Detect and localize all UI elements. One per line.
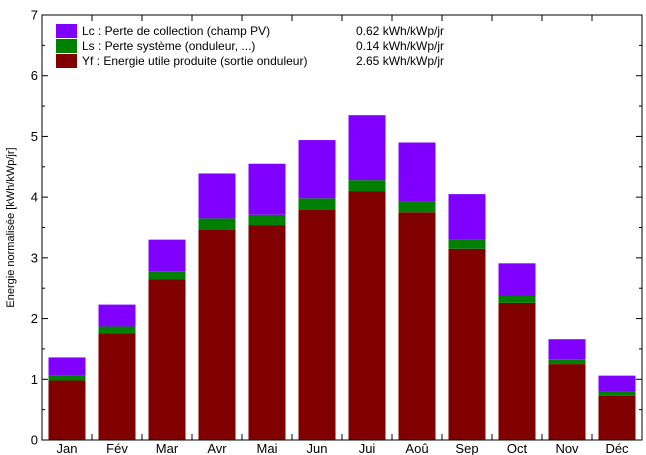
bar-Jun-series-2 [298, 140, 336, 199]
bar-Nov-series-1 [548, 359, 586, 365]
x-tick-label-Mar: Mar [156, 441, 179, 455]
legend-label-2: Yf : Energie utile produite (sortie ondu… [82, 54, 307, 68]
y-axis-title: Energie normalisée [kWh/kWp/jr] [5, 147, 17, 307]
bar-Avr-series-2 [198, 173, 236, 219]
bar-Oct-series-2 [498, 263, 536, 296]
bar-Sep-series-1 [448, 239, 486, 249]
bar-Oct-series-0 [498, 302, 536, 440]
bar-Mai-series-0 [248, 225, 286, 440]
legend-swatch-2 [56, 54, 77, 68]
bar-Jan-series-1 [48, 375, 86, 381]
bar-Oct-series-1 [498, 295, 536, 303]
x-tick-label-Mai: Mai [257, 441, 278, 455]
bar-Jun-series-0 [298, 209, 336, 440]
legend-swatch-0 [56, 24, 77, 38]
bar-Jun-series-1 [298, 198, 336, 210]
bar-Nov-series-0 [548, 364, 586, 440]
legend-value-0: 0.62 kWh/kWp/jr [356, 24, 444, 38]
bars-group [48, 115, 636, 440]
bar-Mai-series-2 [248, 163, 286, 215]
bar-Nov-series-2 [548, 339, 586, 360]
bar-Jan-series-0 [48, 380, 86, 440]
bar-Sep-series-0 [448, 248, 486, 440]
bar-Sep-series-2 [448, 194, 486, 240]
bar-Déc-series-2 [598, 375, 636, 392]
x-tick-label-Sep: Sep [455, 441, 478, 455]
bar-Jui-series-0 [348, 191, 386, 440]
bar-Fév-series-0 [98, 333, 136, 440]
x-tick-label-Jan: Jan [57, 441, 78, 455]
x-tick-label-Aoû: Aoû [405, 441, 428, 455]
x-tick-label-Jui: Jui [359, 441, 376, 455]
bar-Mar-series-1 [148, 271, 186, 280]
x-tick-label-Déc: Déc [605, 441, 629, 455]
x-tick-label-Avr: Avr [207, 441, 227, 455]
y-tick-label: 6 [31, 68, 38, 83]
y-tick-label: 3 [31, 250, 38, 265]
bar-Mar-series-0 [148, 279, 186, 440]
bar-Fév-series-1 [98, 326, 136, 334]
legend-label-0: Lc : Perte de collection (champ PV) [82, 24, 270, 38]
legend-swatch-1 [56, 39, 77, 53]
bar-Aoû-series-2 [398, 142, 436, 202]
x-tick-label-Oct: Oct [507, 441, 528, 455]
legend-value-2: 2.65 kWh/kWp/jr [356, 54, 444, 68]
y-tick-label: 1 [31, 372, 38, 387]
y-tick-label: 5 [31, 129, 38, 144]
bar-Avr-series-1 [198, 218, 236, 230]
x-tick-label-Fév: Fév [106, 441, 128, 455]
bar-Jui-series-2 [348, 115, 386, 181]
x-tick-label-Jun: Jun [307, 441, 328, 455]
axes-group: 0 1 2 3 4 5 6 7 Jan Fév Mar Avr Mai Jun Jui Aoû Sep Oct No… [31, 8, 643, 455]
x-tick-label-Nov: Nov [555, 441, 579, 455]
bar-Jan-series-2 [48, 357, 86, 376]
legend: Lc : Perte de collection (champ PV) 0.62 … [56, 24, 444, 68]
y-tick-label: 7 [31, 8, 38, 23]
bar-Mai-series-1 [248, 214, 286, 226]
bar-Jui-series-1 [348, 180, 386, 192]
bar-Avr-series-0 [198, 229, 236, 440]
bar-Mar-series-2 [148, 239, 186, 272]
bar-Aoû-series-1 [398, 201, 436, 213]
legend-value-1: 0.14 kWh/kWp/jr [356, 39, 444, 53]
bar-Fév-series-2 [98, 304, 136, 327]
bar-Déc-series-0 [598, 395, 636, 440]
bar-Déc-series-1 [598, 391, 636, 396]
y-tick-label: 0 [31, 433, 38, 448]
y-tick-label: 4 [31, 190, 38, 205]
y-tick-label: 2 [31, 311, 38, 326]
bar-Aoû-series-0 [398, 212, 436, 440]
legend-label-1: Ls : Perte système (onduleur, ...) [82, 39, 255, 53]
